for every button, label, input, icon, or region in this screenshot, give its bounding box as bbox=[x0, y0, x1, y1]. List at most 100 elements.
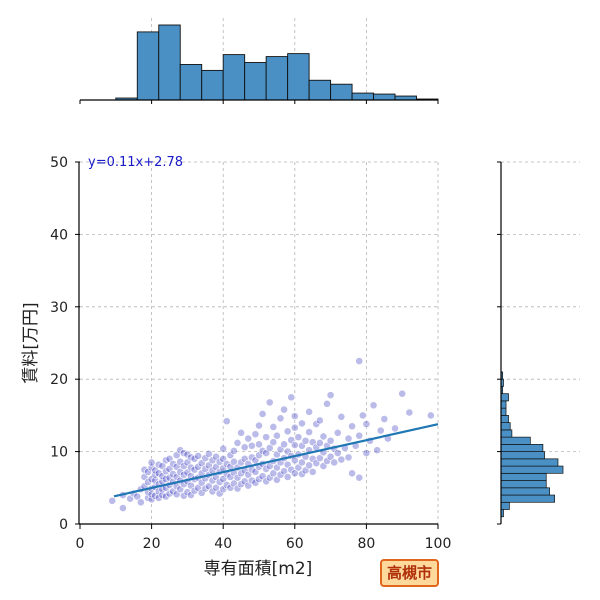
right-hist-bar bbox=[500, 494, 555, 503]
right-hist-bar bbox=[500, 487, 550, 496]
scatter-point bbox=[305, 407, 314, 416]
scatter-point bbox=[298, 419, 306, 428]
scatter-point bbox=[305, 428, 314, 436]
scatter-point bbox=[240, 443, 249, 452]
top-hist-bar bbox=[158, 24, 181, 101]
y-axis-ticks: 0 10 20 30 40 50 bbox=[50, 155, 80, 533]
top-hist-bar bbox=[136, 31, 160, 101]
right-hist-bar bbox=[500, 436, 531, 445]
scatter-point bbox=[290, 423, 299, 432]
right-hist-bar bbox=[500, 472, 547, 481]
scatter-point bbox=[362, 449, 371, 457]
x-tick-label: 40 bbox=[214, 536, 232, 552]
scatter-point bbox=[337, 412, 346, 421]
top-hist-bar bbox=[330, 83, 353, 101]
top-hist-bar bbox=[373, 93, 396, 101]
right-hist-bar bbox=[500, 422, 511, 431]
scatter-point bbox=[315, 416, 324, 425]
scatter-point bbox=[308, 467, 317, 476]
scatter-point bbox=[237, 428, 245, 437]
right-hist-bar bbox=[500, 393, 509, 402]
scatter-point bbox=[344, 453, 353, 462]
scatter-point bbox=[276, 414, 285, 423]
top-hist-bar bbox=[244, 62, 267, 101]
top-hist-bar bbox=[179, 64, 203, 101]
scatter-point bbox=[290, 412, 299, 421]
scatter-point bbox=[373, 446, 382, 455]
scatter-point bbox=[348, 469, 356, 478]
scatter-point bbox=[269, 423, 278, 431]
x-axis-title: 専有面積[m2] bbox=[204, 559, 313, 579]
right-hist-bar bbox=[500, 465, 564, 474]
scatter-point bbox=[337, 455, 346, 464]
scatter-point bbox=[265, 444, 274, 452]
scatter-point bbox=[315, 439, 324, 447]
scatter-point bbox=[233, 439, 242, 447]
scatter-point bbox=[426, 411, 435, 420]
right-hist-bar bbox=[500, 451, 545, 460]
right-hist-ticks bbox=[497, 161, 501, 525]
scatter-point bbox=[326, 436, 335, 445]
scatter-point bbox=[355, 473, 364, 482]
scatter-point bbox=[294, 433, 303, 442]
scatter-point bbox=[251, 430, 260, 439]
scatter-point bbox=[315, 454, 324, 463]
scatter-point bbox=[405, 408, 414, 417]
scatter-point bbox=[323, 399, 331, 408]
scatter-point bbox=[108, 496, 117, 505]
scatter-point bbox=[398, 389, 407, 398]
scatter-point bbox=[204, 449, 213, 458]
top-hist-bar bbox=[308, 79, 332, 101]
scatter-point bbox=[280, 405, 288, 414]
x-axis-ticks: 0 20 40 60 80 100 bbox=[76, 524, 452, 552]
right-hist-bar bbox=[500, 458, 559, 467]
x-tick-label: 0 bbox=[76, 536, 85, 552]
right-marginal-histogram bbox=[500, 371, 564, 518]
top-hist-ticks bbox=[79, 100, 439, 104]
scatter-point bbox=[219, 444, 228, 453]
scatter-point bbox=[136, 498, 145, 507]
x-tick-label: 20 bbox=[143, 536, 161, 552]
right-hist-bar bbox=[500, 501, 510, 510]
scatter-point bbox=[272, 431, 281, 440]
scatter-point bbox=[380, 415, 389, 423]
y-tick-label: 10 bbox=[50, 445, 68, 461]
scatter-point bbox=[348, 422, 356, 431]
scatter-point bbox=[326, 391, 335, 400]
scatter-point bbox=[391, 424, 399, 433]
regression-line bbox=[113, 423, 439, 498]
scatter-point bbox=[283, 427, 292, 436]
x-tick-label: 80 bbox=[357, 536, 375, 552]
scatter-point bbox=[283, 473, 292, 481]
scatter-point bbox=[290, 441, 299, 449]
y-tick-label: 20 bbox=[50, 372, 68, 388]
right-hist-bar bbox=[500, 400, 507, 409]
top-hist-bar bbox=[201, 69, 224, 101]
right-hist-grid bbox=[501, 161, 580, 453]
y-tick-label: 30 bbox=[50, 300, 68, 316]
scatter-point bbox=[247, 441, 256, 450]
scatter-point bbox=[255, 440, 263, 449]
x-tick-label: 100 bbox=[425, 536, 452, 552]
scatter-point bbox=[147, 458, 156, 467]
scatter-point bbox=[319, 432, 328, 441]
scatter-point bbox=[244, 434, 253, 443]
scatter-point bbox=[230, 446, 238, 455]
scatter-point bbox=[255, 421, 263, 430]
top-marginal-histogram bbox=[115, 24, 439, 101]
right-hist-bar bbox=[500, 415, 509, 423]
scatter-point bbox=[269, 438, 278, 447]
scatter-point bbox=[330, 458, 339, 467]
scatter-point bbox=[262, 433, 271, 442]
top-hist-bar bbox=[351, 92, 375, 101]
scatter-point bbox=[333, 428, 342, 437]
scatter-point bbox=[326, 452, 335, 461]
scatter-point bbox=[376, 426, 385, 435]
scatter-point bbox=[369, 401, 378, 410]
top-hist-bar bbox=[265, 56, 289, 101]
top-hist-bar bbox=[287, 53, 310, 101]
top-hist-bar bbox=[222, 54, 246, 101]
right-hist-bar bbox=[500, 407, 507, 416]
scatter-point bbox=[305, 461, 314, 470]
